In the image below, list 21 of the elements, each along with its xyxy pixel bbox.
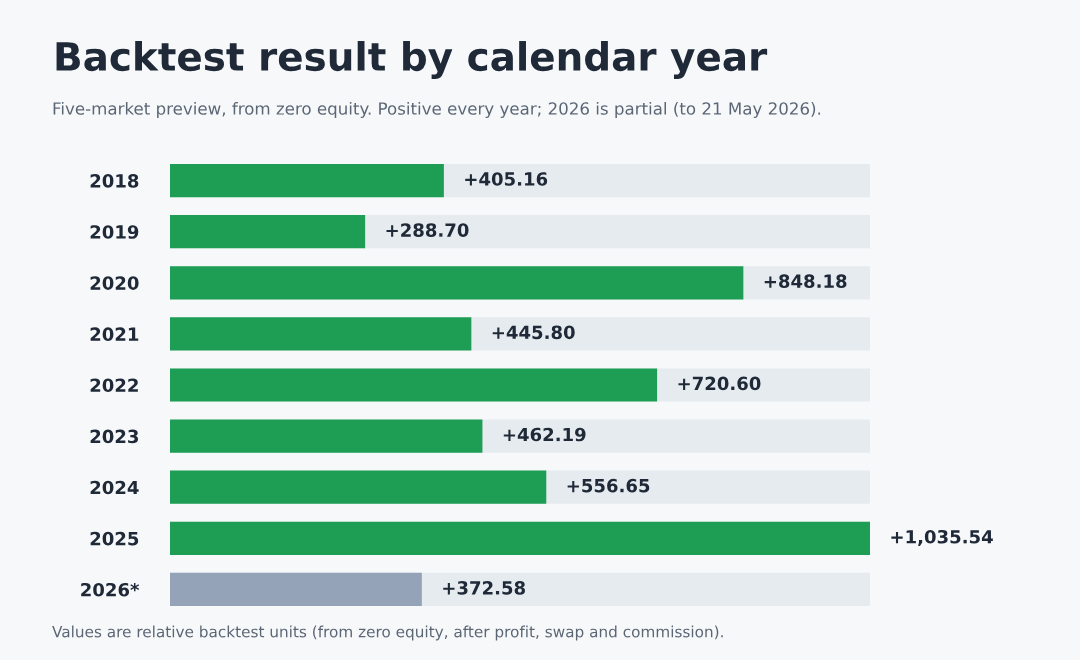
y-tick-label: 2021 [90,327,139,342]
y-tick-label: 2019 [90,225,139,239]
y-tick-label: 2022 [90,378,138,393]
y-tick-label: 2023 [90,429,139,444]
y-tick-label: 2025 [90,531,139,546]
y-tick-label: 2018 [90,174,139,188]
chart-subtitle: Five-market preview, from zero equity. Positive every year; 2026 is partial (to 21 May 2026). [53,101,821,119]
data-label: +1,035.54 [891,529,993,546]
data-label: +462.19 [503,427,586,442]
data-label: +405.16 [465,172,548,186]
data-label: +288.70 [386,223,469,237]
y-tick-label: 2026* [81,582,140,597]
data-label: +848.18 [764,274,847,289]
y-tick-label: 2020 [90,276,139,290]
y-tick-label: 2024 [90,480,139,495]
data-label: +372.58 [443,581,525,595]
data-label: +720.60 [678,376,761,391]
chart-title: Backtest result by calendar year [56,41,768,79]
data-label: +556.65 [567,478,650,493]
text: Values are relative backtest units (from zero equity, after profit, swap and commission). [52,625,723,641]
data-label: +445.80 [492,325,575,340]
